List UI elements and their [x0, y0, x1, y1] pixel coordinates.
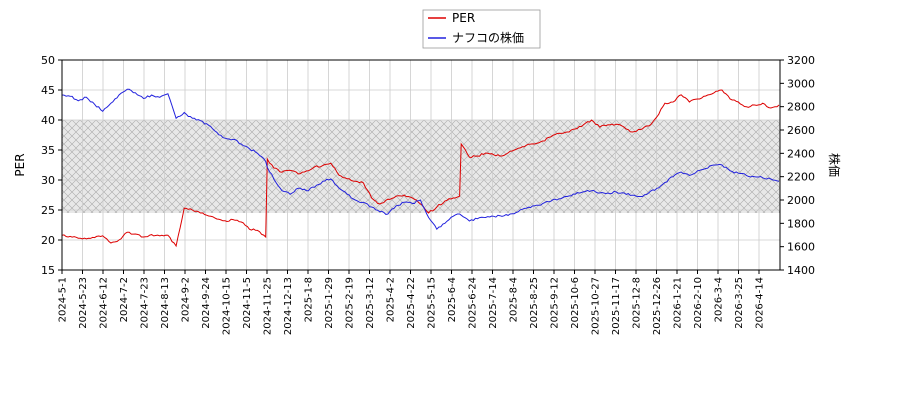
- x-tick-label: 2026-3-25: [734, 277, 745, 329]
- legend-label-price: ナフコの株価: [452, 30, 524, 45]
- x-tick-label: 2025-6-4: [447, 277, 458, 322]
- series-layer: [62, 88, 780, 248]
- y-axis-left: 15 20 25 30 35 40 45 50: [41, 54, 62, 277]
- x-tick-label: 2024-5-1: [58, 277, 69, 322]
- y-tick-right-label: 2000: [787, 194, 815, 207]
- x-tick-label: 2025-10-27: [591, 277, 602, 335]
- x-tick-label: 2024-7-2: [119, 277, 130, 322]
- y-tick-left-label: 25: [41, 204, 55, 217]
- x-tick-label: 2025-5-15: [427, 277, 438, 329]
- y-tick-right-label: 3200: [787, 54, 815, 67]
- x-tick-label: 2025-8-25: [529, 277, 540, 329]
- y-tick-left-label: 20: [41, 234, 55, 247]
- legend: PER ナフコの株価: [422, 9, 541, 49]
- x-tick-label: 2024-9-24: [201, 277, 212, 329]
- x-tick-label: 2024-7-23: [140, 277, 151, 329]
- y-tick-left-label: 45: [41, 84, 55, 97]
- y-tick-right-label: 3000: [787, 77, 815, 90]
- per-band-hatch: [62, 120, 780, 213]
- x-tick-label: 2026-2-10: [693, 277, 704, 329]
- x-tick-label: 2025-11-17: [611, 277, 622, 335]
- plot-frame: [61, 59, 781, 271]
- x-tick-label: 2025-4-22: [406, 277, 417, 329]
- band-layer: [62, 120, 780, 213]
- x-tick-label: 2025-10-6: [570, 277, 581, 329]
- x-tick-label: 2026-4-14: [755, 277, 766, 329]
- series-price-line: [62, 88, 780, 231]
- x-tick-label: 2026-1-21: [673, 277, 684, 329]
- y-axis-left-title: PER: [13, 153, 27, 176]
- x-tick-label: 2025-1-29: [324, 277, 335, 329]
- y-tick-left-label: 30: [41, 174, 55, 187]
- legend-box: [422, 9, 541, 49]
- y-tick-right-label: 1800: [787, 217, 815, 230]
- x-axis: 2024-5-1 2024-5-23 2024-6-12 2024-7-2 2024-7…: [58, 270, 766, 335]
- x-tick-label: 2026-3-4: [714, 277, 725, 322]
- x-tick-label: 2024-10-15: [222, 277, 233, 335]
- y-tick-left-label: 35: [41, 144, 55, 157]
- y-tick-left-label: 15: [41, 264, 55, 277]
- x-tick-label: 2025-3-12: [365, 277, 376, 329]
- legend-label-per: PER: [452, 11, 475, 25]
- x-tick-label: 2025-9-12: [550, 277, 561, 329]
- x-tick-label: 2025-8-4: [509, 277, 520, 322]
- x-tick-label: 2024-12-13: [283, 277, 294, 335]
- x-tick-label: 2024-9-2: [181, 277, 192, 322]
- y-tick-right-label: 2600: [787, 124, 815, 137]
- series-per-line: [62, 89, 780, 248]
- x-tick-label: 2025-12-8: [632, 277, 643, 329]
- x-tick-label: 2025-1-8: [304, 277, 315, 322]
- x-tick-label: 2025-12-26: [652, 277, 663, 335]
- y-tick-right-label: 2200: [787, 171, 815, 184]
- y-tick-left-label: 40: [41, 114, 55, 127]
- y-tick-right-label: 2400: [787, 147, 815, 160]
- y-tick-left-label: 50: [41, 54, 55, 67]
- y-axis-right-title: 株価: [827, 153, 842, 177]
- x-tick-label: 2024-11-5: [242, 277, 253, 329]
- y-tick-right-label: 2800: [787, 101, 815, 114]
- x-tick-label: 2024-8-13: [160, 277, 171, 329]
- x-tick-label: 2024-5-23: [78, 277, 89, 329]
- x-tick-label: 2025-4-2: [386, 277, 397, 322]
- y-axis-right: 1400 1600 1800 2000 2200 2400 2600 2800 3000 3200: [780, 54, 815, 277]
- x-tick-label: 2024-11-25: [263, 277, 274, 335]
- x-tick-label: 2025-7-14: [488, 277, 499, 329]
- x-tick-label: 2024-6-12: [99, 277, 110, 329]
- x-tick-label: 2025-6-24: [468, 277, 479, 329]
- y-tick-right-label: 1600: [787, 241, 815, 254]
- x-tick-label: 2025-2-19: [345, 277, 356, 329]
- y-tick-right-label: 1400: [787, 264, 815, 277]
